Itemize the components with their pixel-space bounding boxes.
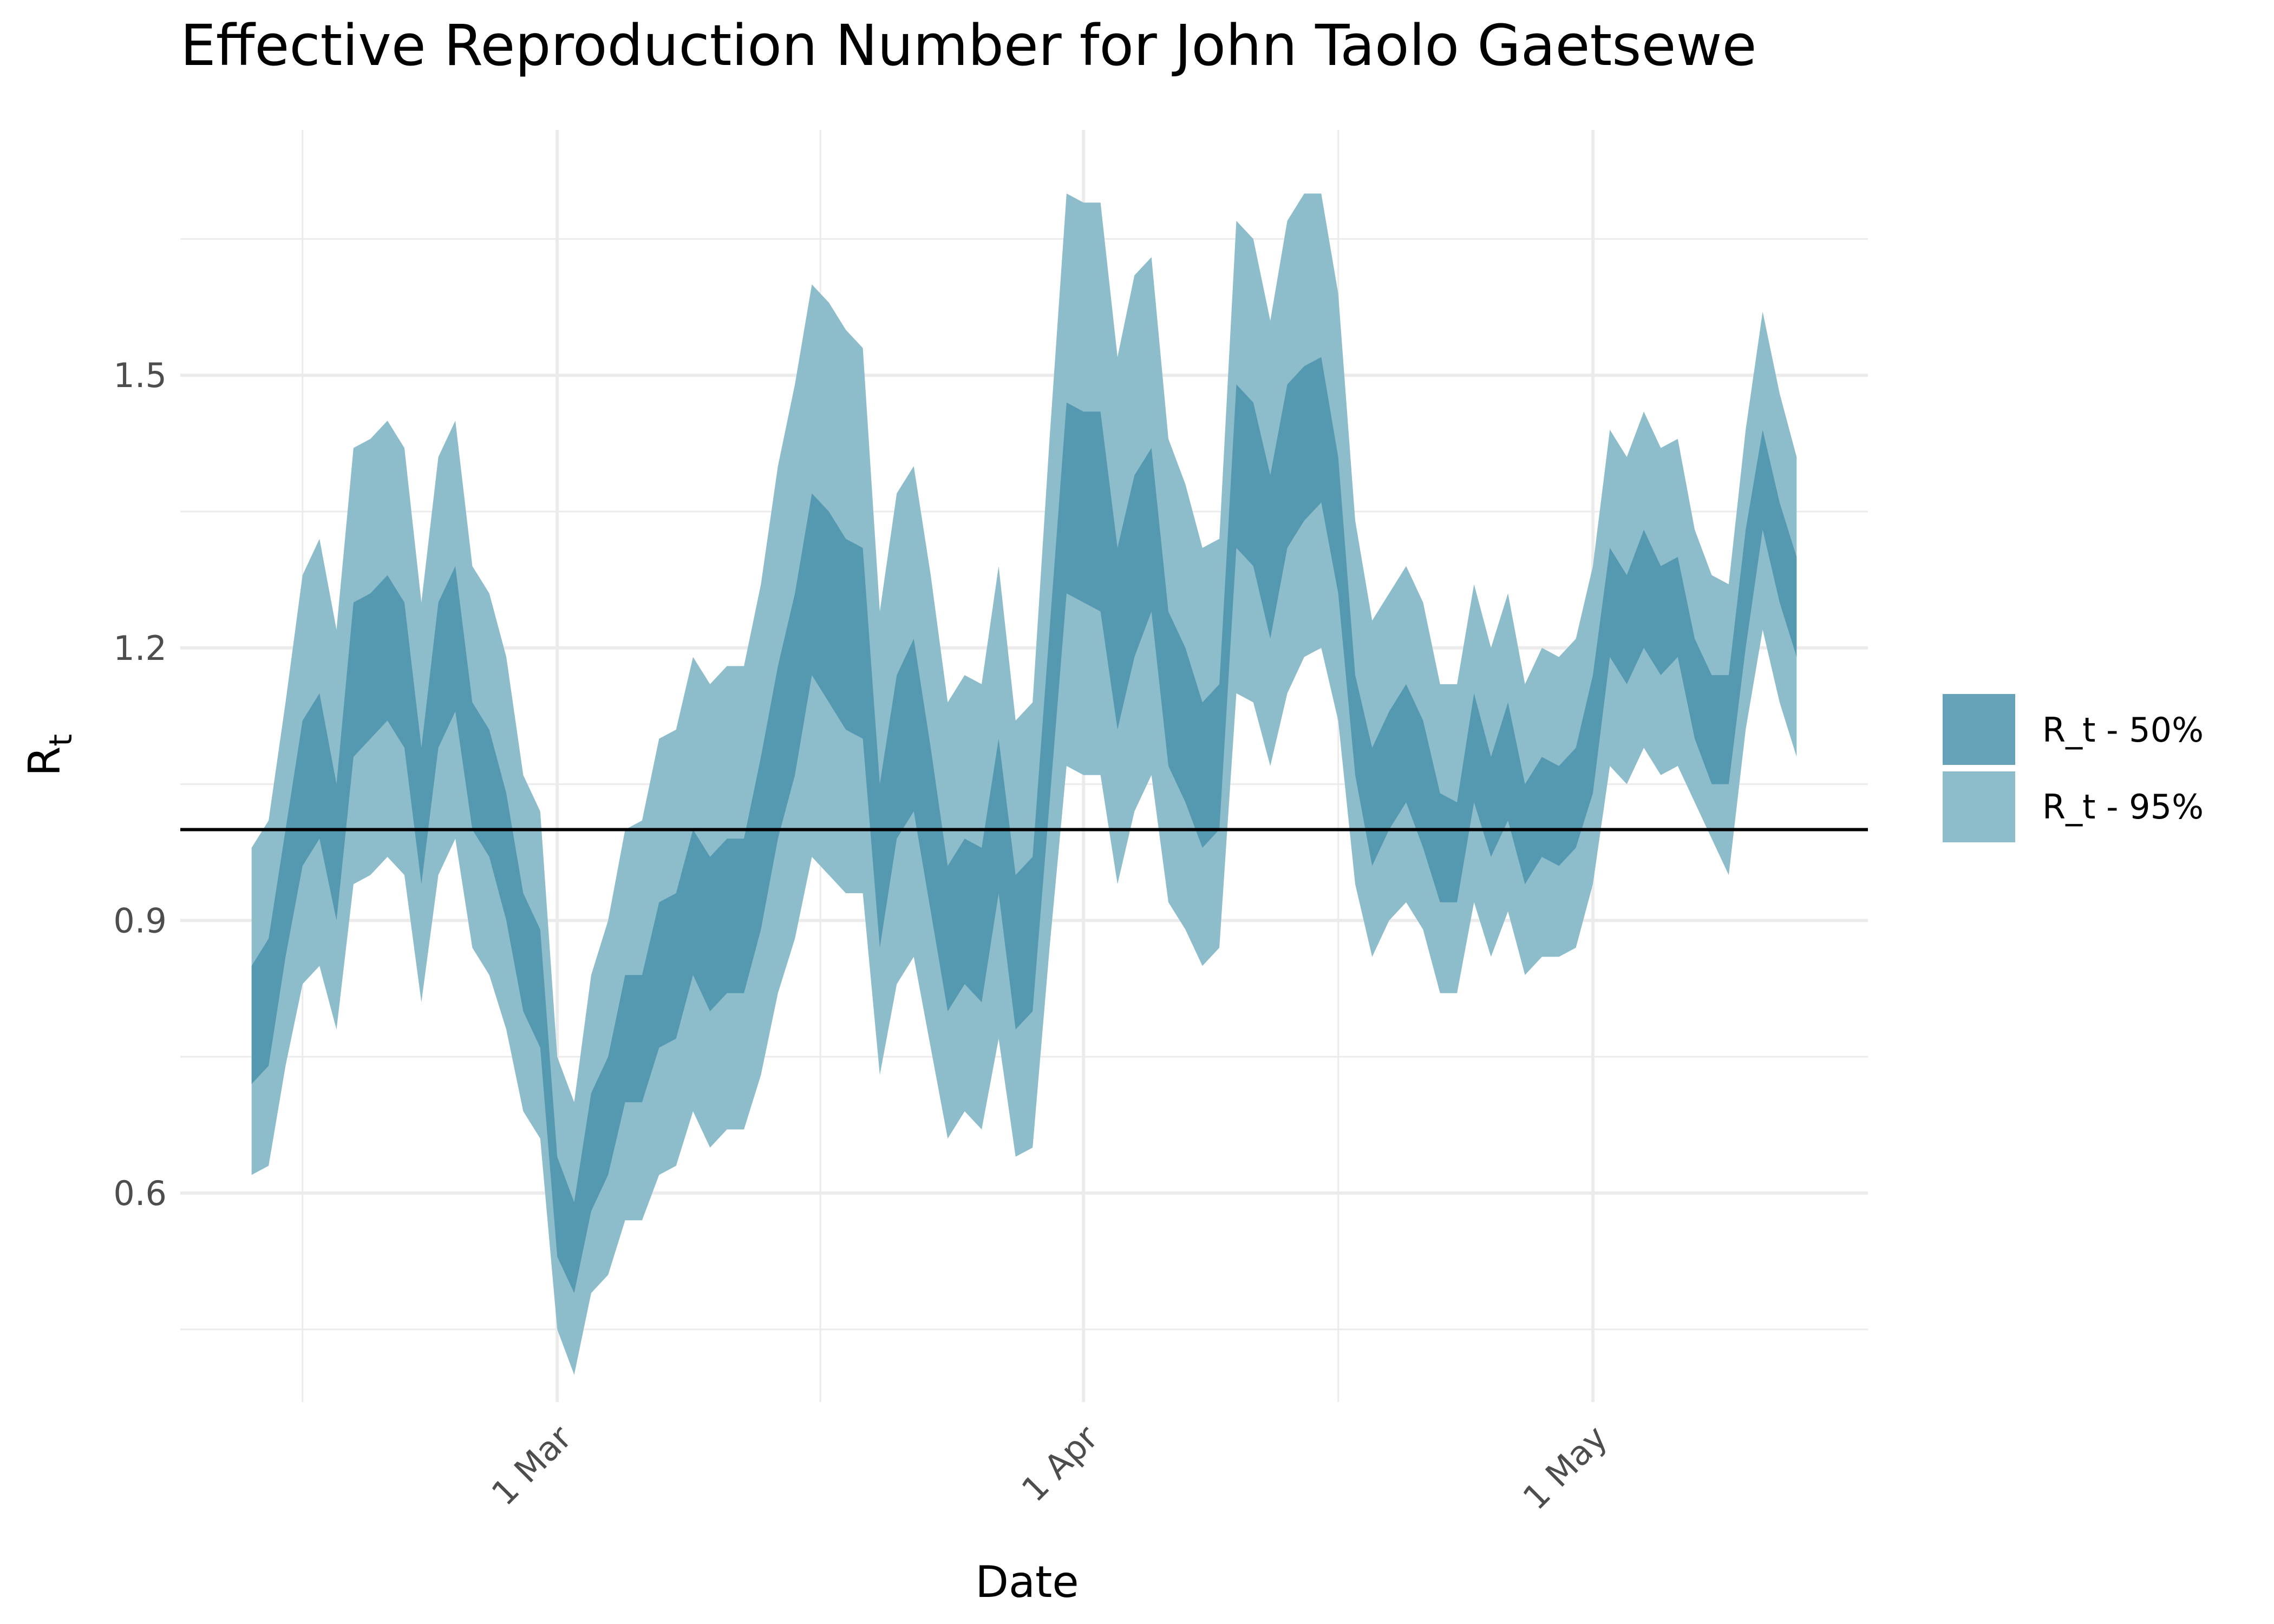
y-axis-title: Rt: [19, 734, 79, 776]
y-tick-label: 0.6: [113, 1174, 167, 1213]
x-tick-label: 1 Mar: [484, 1418, 580, 1514]
legend-label-95: R_t - 95%: [2042, 787, 2204, 827]
y-tick-label: 1.5: [113, 356, 167, 395]
x-tick-label: 1 Apr: [1014, 1418, 1106, 1510]
x-tick-labels: 1 Mar 1 Apr 1 May: [484, 1418, 1615, 1517]
legend: R_t - 50% R_t - 95%: [1943, 694, 2204, 842]
y-axis-title-main: R: [19, 746, 70, 777]
y-tick-label: 1.2: [113, 628, 167, 668]
x-axis-title: Date: [975, 1557, 1079, 1607]
band-50: [251, 357, 1797, 1293]
legend-label-50: R_t - 50%: [2042, 710, 2204, 750]
x-tick-label: 1 May: [1515, 1418, 1615, 1517]
legend-swatch-50: [1943, 694, 2015, 765]
y-tick-labels: 0.6 0.9 1.2 1.5: [113, 356, 167, 1213]
y-tick-label: 0.9: [113, 901, 167, 940]
y-axis-title-subscript: t: [42, 734, 79, 746]
legend-swatch-95: [1943, 771, 2015, 842]
chart-title: Effective Reproduction Number for John T…: [180, 12, 1757, 78]
band-50-layer: [251, 357, 1797, 1293]
svg-text:Rt: Rt: [19, 734, 79, 776]
